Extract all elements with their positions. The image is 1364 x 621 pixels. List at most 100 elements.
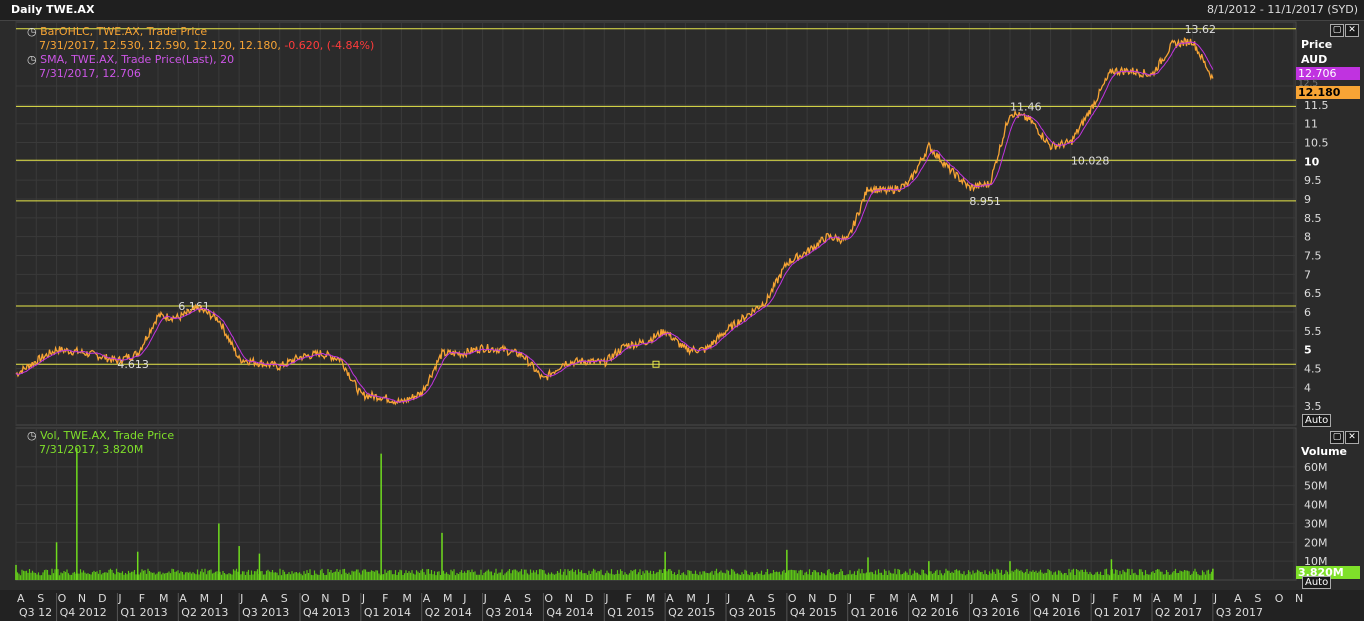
price-tick-label: 10: [1304, 155, 1320, 168]
price-legend-line-3: 7/31/2017, 12.706: [27, 67, 374, 81]
month-tick-label: O: [1275, 592, 1284, 605]
month-tick-label: M: [686, 592, 696, 605]
volume-legend-line-0: ◷ Vol, TWE.AX, Trade Price: [27, 429, 174, 443]
volume-auto-scale-button[interactable]: Auto: [1302, 576, 1332, 589]
month-tick-label: F: [869, 592, 875, 605]
month-tick-label: N: [565, 592, 573, 605]
month-tick-label: M: [1133, 592, 1143, 605]
month-tick-label: O: [1031, 592, 1040, 605]
volume-tick-label: 50M: [1304, 480, 1328, 493]
price-tick-label: 8.5: [1304, 212, 1322, 225]
price-tick-label: 5.5: [1304, 325, 1322, 338]
month-tick-label: J: [1213, 592, 1217, 605]
month-tick-label: N: [808, 592, 816, 605]
month-tick-label: O: [301, 592, 310, 605]
quarter-tick-label: Q3 2014: [486, 606, 533, 619]
price-tick-label: 9: [1304, 193, 1311, 206]
peak-label: 13.62: [1185, 23, 1217, 36]
volume-legend-text: Vol, TWE.AX, Trade Price: [40, 429, 175, 442]
month-tick-label: M: [930, 592, 940, 605]
close-price-panel-icon[interactable]: ✕: [1345, 24, 1359, 37]
month-tick-label: S: [768, 592, 775, 605]
price-legend-line-2: ◷ SMA, TWE.AX, Trade Price(Last), 20: [27, 53, 374, 67]
price-legend-change: -0.620, (-4.84%): [280, 39, 375, 52]
price-legend-line-1: 7/31/2017, 12.530, 12.590, 12.120, 12.18…: [27, 39, 374, 53]
quarter-tick-label: Q3 2016: [972, 606, 1019, 619]
month-tick-label: N: [1295, 592, 1303, 605]
time-axis-band: [0, 590, 1364, 621]
month-tick-label: O: [788, 592, 797, 605]
price-axis-title: Price: [1301, 38, 1333, 51]
quarter-tick-label: Q4 2012: [60, 606, 107, 619]
last-price-tag: 12.180: [1296, 86, 1360, 99]
quarter-tick-label: Q2 2015: [668, 606, 715, 619]
quarter-tick-label: Q1 2013: [120, 606, 167, 619]
month-tick-label: J: [219, 592, 223, 605]
series-settings-icon[interactable]: ◷: [27, 429, 41, 442]
month-tick-label: J: [1091, 592, 1095, 605]
month-tick-label: O: [58, 592, 67, 605]
series-settings-icon[interactable]: ◷: [27, 25, 41, 38]
month-tick-label: F: [382, 592, 388, 605]
month-tick-label: M: [443, 592, 453, 605]
hidden-price-tag: 12.5: [1296, 80, 1360, 89]
volume-tick-label: 60M: [1304, 461, 1328, 474]
quarter-tick-label: Q4 2015: [790, 606, 837, 619]
month-tick-label: S: [524, 592, 531, 605]
volume-plot-area: [15, 427, 1297, 581]
month-tick-label: M: [402, 592, 412, 605]
month-tick-label: N: [321, 592, 329, 605]
month-tick-label: A: [1234, 592, 1242, 605]
volume-tick-label: 20M: [1304, 536, 1328, 549]
quarter-tick-label: Q3 2013: [242, 606, 289, 619]
price-tick-label: 4: [1304, 381, 1311, 394]
month-tick-label: J: [483, 592, 487, 605]
price-tick-label: 3.5: [1304, 400, 1322, 413]
month-tick-label: M: [1173, 592, 1183, 605]
price-legend: ◷ BarOHLC, TWE.AX, Trade Price 7/31/2017,…: [27, 25, 374, 81]
month-tick-label: J: [462, 592, 466, 605]
volume-legend-text: 7/31/2017, 3.820M: [39, 443, 144, 456]
volume-tick-label: 30M: [1304, 517, 1328, 530]
maximize-volume-panel-icon[interactable]: ▢: [1330, 431, 1344, 444]
level-label: 10.028: [1071, 154, 1110, 167]
quarter-tick-label: Q3 2015: [729, 606, 776, 619]
price-legend-text: 7/31/2017, 12.706: [39, 67, 141, 80]
month-tick-label: J: [706, 592, 710, 605]
level-label: 8.951: [969, 195, 1001, 208]
maximize-price-panel-icon[interactable]: ▢: [1330, 24, 1344, 37]
quarter-tick-label: Q2 2014: [425, 606, 472, 619]
volume-legend: ◷ Vol, TWE.AX, Trade Price 7/31/2017, 3.8…: [27, 429, 174, 457]
volume-axis-title: Volume: [1301, 445, 1347, 458]
date-range[interactable]: 8/1/2012 - 11/1/2017 (SYD): [1206, 3, 1358, 16]
month-tick-label: D: [828, 592, 836, 605]
month-tick-label: A: [17, 592, 25, 605]
month-tick-label: A: [747, 592, 755, 605]
month-tick-label: A: [1153, 592, 1161, 605]
quarter-tick-label: Q2 2013: [181, 606, 228, 619]
series-settings-icon[interactable]: ◷: [27, 53, 41, 66]
level-anchor-marker: [652, 360, 660, 368]
month-tick-label: J: [604, 592, 608, 605]
price-auto-scale-button[interactable]: Auto: [1302, 414, 1332, 427]
month-tick-label: J: [969, 592, 973, 605]
month-tick-label: A: [423, 592, 431, 605]
month-tick-label: S: [1254, 592, 1261, 605]
price-series-line: [15, 37, 1214, 406]
price-tick-label: 4.5: [1304, 363, 1322, 376]
month-tick-label: N: [78, 592, 86, 605]
price-tick-label: 7: [1304, 268, 1311, 281]
level-label: 4.613: [117, 358, 149, 371]
quarter-tick-label: Q4 2016: [1033, 606, 1080, 619]
price-plot-area: [15, 21, 1297, 426]
price-tick-label: 10.5: [1304, 137, 1329, 150]
month-tick-label: A: [910, 592, 918, 605]
month-tick-label: S: [37, 592, 44, 605]
month-tick-label: F: [139, 592, 145, 605]
month-tick-label: O: [544, 592, 553, 605]
price-tick-label: 9.5: [1304, 174, 1322, 187]
level-label: 11.46: [1010, 100, 1042, 113]
close-volume-panel-icon[interactable]: ✕: [1345, 431, 1359, 444]
price-tick-label: 11.5: [1304, 99, 1329, 112]
